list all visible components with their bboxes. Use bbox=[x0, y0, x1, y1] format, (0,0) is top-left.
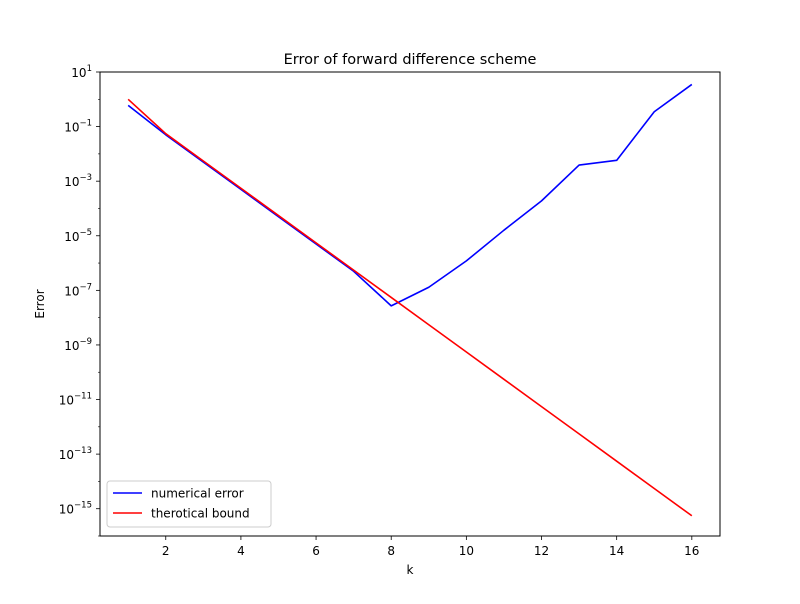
y-tick-mantissa: 10 bbox=[64, 339, 79, 353]
y-tick-mantissa: 10 bbox=[64, 230, 79, 244]
y-tick-exponent: −15 bbox=[74, 501, 92, 511]
x-tick-label: 12 bbox=[534, 544, 549, 558]
y-tick-mantissa: 10 bbox=[64, 284, 79, 298]
x-axis-label: k bbox=[407, 563, 414, 577]
legend-label: therotical bound bbox=[151, 507, 250, 521]
plot-frame bbox=[99, 71, 721, 537]
series-line-1 bbox=[127, 98, 693, 517]
y-tick-label: 10−11 bbox=[59, 392, 92, 408]
y-tick-mantissa: 10 bbox=[59, 448, 74, 462]
y-tick-exponent: −1 bbox=[79, 119, 92, 129]
y-tick-label: 101 bbox=[71, 64, 92, 80]
y-tick-label: 10−7 bbox=[64, 282, 92, 298]
y-tick-label: 10−3 bbox=[64, 173, 92, 189]
y-axis-label: Error bbox=[33, 289, 47, 318]
y-tick-label: 10−13 bbox=[59, 446, 92, 462]
y-tick-label: 10−5 bbox=[64, 228, 92, 244]
y-tick-exponent: −13 bbox=[74, 446, 92, 456]
x-tick-label: 8 bbox=[387, 544, 395, 558]
y-tick-label: 10−1 bbox=[64, 119, 92, 135]
y-tick-exponent: −11 bbox=[74, 392, 92, 402]
legend-label: numerical error bbox=[151, 487, 244, 501]
x-tick-label: 14 bbox=[609, 544, 624, 558]
y-tick-exponent: 1 bbox=[87, 64, 92, 74]
x-tick-label: 16 bbox=[684, 544, 699, 558]
y-tick-exponent: −3 bbox=[79, 173, 92, 183]
y-tick-mantissa: 10 bbox=[59, 503, 74, 517]
axis-ticks: 2 4 6 8 10 12 14 1610110−110−310−510−710−910−11… bbox=[59, 64, 700, 558]
x-tick-label: 6 bbox=[312, 544, 320, 558]
y-tick-mantissa: 10 bbox=[64, 175, 79, 189]
x-tick-label: 4 bbox=[237, 544, 245, 558]
x-tick-label: 10 bbox=[459, 544, 474, 558]
y-tick-mantissa: 10 bbox=[64, 121, 79, 135]
legend-box bbox=[106, 480, 272, 528]
y-tick-exponent: −7 bbox=[79, 282, 92, 292]
x-tick-label: 2 bbox=[162, 544, 170, 558]
y-tick-exponent: −5 bbox=[79, 228, 92, 238]
series-line-0 bbox=[127, 83, 693, 307]
y-tick-mantissa: 10 bbox=[59, 394, 74, 408]
y-tick-mantissa: 10 bbox=[71, 66, 86, 80]
y-tick-label: 10−9 bbox=[64, 337, 92, 353]
y-tick-label: 10−15 bbox=[59, 501, 92, 517]
chart-title: Error of forward difference scheme bbox=[284, 52, 537, 68]
series-lines bbox=[127, 83, 693, 517]
y-tick-exponent: −9 bbox=[79, 337, 92, 347]
legend: numerical error therotical bound bbox=[106, 480, 272, 528]
